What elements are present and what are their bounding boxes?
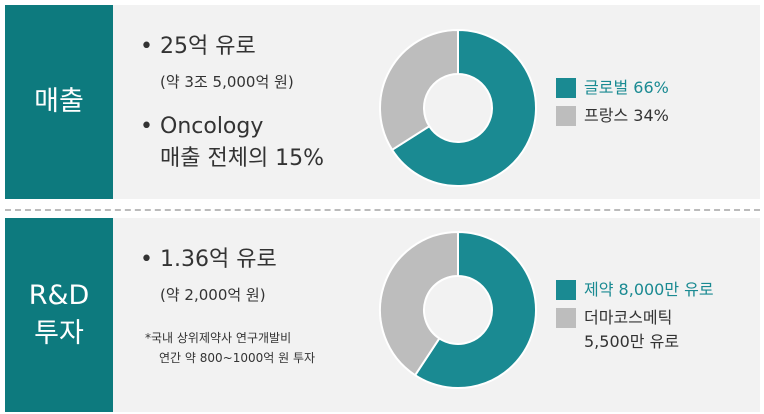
legend-name: 제약 [584,280,614,299]
donut-slice [390,28,537,187]
section-label: R&D 투자 [5,218,113,412]
section-label: 매출 [5,5,113,199]
donut-slice [413,230,537,389]
bullet-sub: (약 3조 5,000억 원) [160,73,294,91]
bullet-dot: • [140,247,153,272]
bullet: • 25억 유로 [140,31,256,63]
legend-entry: 글로벌 66% [556,76,669,100]
donut-slice [379,230,459,377]
bullet-line: 매출 전체의 15% [160,146,325,171]
legend-swatch [556,78,576,98]
legend-swatch [556,280,576,300]
bullet-line: 25억 유로 [160,34,256,59]
legend: 글로벌 66% 프랑스 34% [556,76,669,132]
legend-name: 더마코스메틱 [584,308,673,327]
legend-swatch [556,106,576,126]
bullet-line: Oncology [160,114,264,139]
label-line: 투자 [34,318,84,349]
legend-value: 5,500만 유로 [584,332,680,351]
legend-entry: 프랑스 34% [556,104,669,128]
bullet: • 1.36억 유로 [140,244,277,276]
legend-entry: 제약 8,000만 유로 [556,278,714,302]
bullet-sub: (약 2,000억 원) [160,286,266,304]
bullet: • Oncology 매출 전체의 15% [140,111,324,175]
legend-value: 66% [633,78,669,97]
label-line: 매출 [34,86,84,117]
bullet-dot: • [140,34,153,59]
donut-slice [379,28,459,152]
legend-value: 8,000만 유로 [618,280,714,299]
label-line: R&D [28,280,90,311]
legend-name: 글로벌 [584,78,629,97]
divider [5,209,760,211]
legend-entry: 더마코스메틱 5,500만 유로 [556,306,714,354]
note-line: *국내 상위제약사 연구개발비 [145,331,292,345]
bullet-line: 1.36억 유로 [160,247,277,272]
legend-value: 34% [633,106,669,125]
legend-swatch [556,308,576,328]
bullet-dot: • [140,114,153,139]
legend-name: 프랑스 [584,106,629,125]
note-line: 연간 약 800~1000억 원 투자 [159,351,316,365]
